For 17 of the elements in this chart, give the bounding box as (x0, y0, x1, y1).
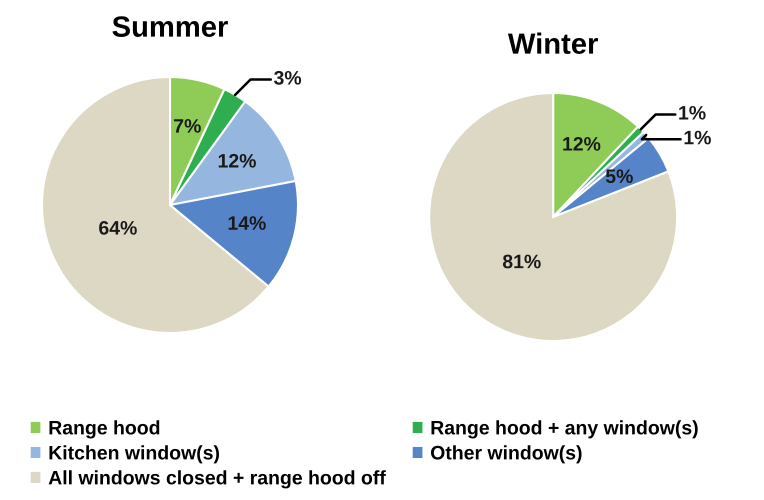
data-label: 81% (502, 254, 541, 268)
data-label: 5% (606, 169, 633, 184)
data-label: 1% (684, 130, 711, 144)
legend-label: All windows closed + range hood off (48, 470, 386, 488)
slice-label: Summer (112, 16, 228, 37)
data-label: 3% (274, 70, 302, 85)
data-label: 64% (99, 220, 137, 235)
legend-label: Kitchen window(s) (50, 445, 219, 464)
legend-label: Range hood (50, 420, 160, 438)
data-label: 7% (174, 119, 201, 133)
data-label: 12% (218, 154, 256, 168)
data-label: 12% (563, 136, 600, 151)
data-label: 1% (679, 106, 706, 120)
legend-label: Other window(s) (430, 445, 582, 464)
slice-label: Winter (508, 32, 598, 54)
legend-label: Range hood + any window(s) (432, 420, 698, 438)
data-label: 14% (228, 216, 266, 230)
